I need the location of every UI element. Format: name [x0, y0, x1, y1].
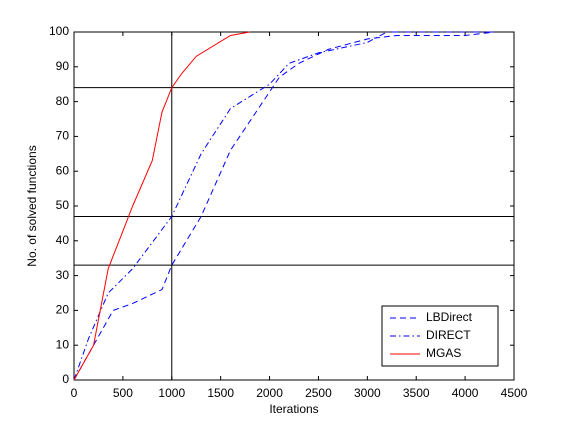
data-line [73, 31, 251, 381]
legend-label: DIRECT [426, 328, 471, 342]
y-tick-label: 0 [62, 372, 69, 386]
x-tick-label: 3500 [403, 386, 430, 400]
data-line [73, 31, 495, 381]
x-tick-label: 4000 [452, 386, 479, 400]
x-tick-label: 2500 [305, 386, 332, 400]
x-tick-label: 1000 [158, 386, 185, 400]
y-tick-label: 100 [49, 24, 69, 38]
x-tick-label: 3000 [354, 386, 381, 400]
y-axis-label: No. of solved functions [25, 145, 39, 266]
y-tick-label: 40 [56, 233, 70, 247]
legend-label: MGAS [426, 346, 461, 360]
y-tick-label: 90 [56, 59, 70, 73]
y-tick-label: 10 [56, 337, 70, 351]
x-tick-label: 1500 [207, 386, 234, 400]
x-tick-label: 0 [71, 386, 78, 400]
legend-box [381, 305, 499, 367]
y-tick-label: 20 [56, 303, 70, 317]
x-tick-label: 2000 [256, 386, 283, 400]
y-tick-label: 60 [56, 163, 70, 177]
legend-label: LBDirect [426, 310, 473, 324]
y-tick-label: 80 [56, 94, 70, 108]
data-line [73, 31, 495, 381]
x-tick-label: 500 [113, 386, 133, 400]
x-axis-label: Iterations [269, 402, 318, 416]
x-tick-label: 4500 [501, 386, 528, 400]
y-tick-label: 30 [56, 268, 70, 282]
y-tick-label: 70 [56, 129, 70, 143]
y-tick-label: 50 [56, 198, 70, 212]
